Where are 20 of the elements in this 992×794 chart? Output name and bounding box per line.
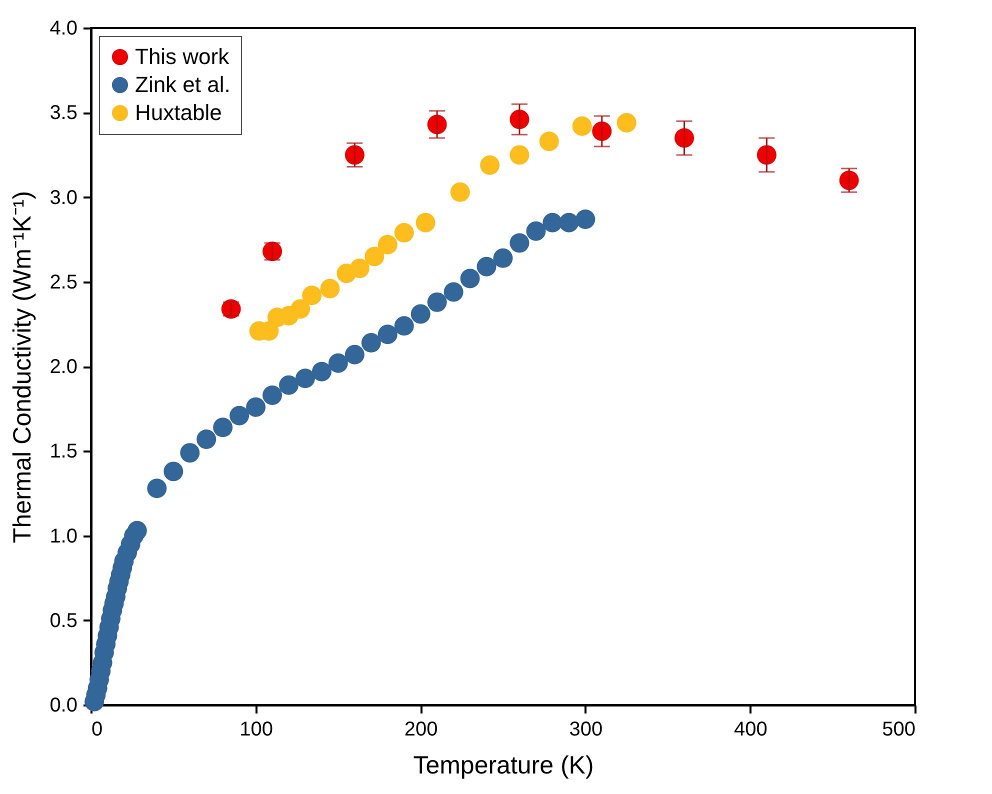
y-tick-label: 2.5	[50, 271, 78, 294]
y-tick-label: 1.0	[50, 525, 78, 548]
y-tick-label: 1.5	[50, 440, 78, 463]
x-tick-label: 400	[734, 718, 768, 740]
x-axis-title: Temperature (K)	[413, 752, 594, 780]
y-tick-label: 4.0	[50, 18, 78, 40]
y-tick-label: 2.0	[50, 356, 78, 378]
legend-label: This work	[135, 44, 230, 69]
x-tick-label: 300	[569, 718, 603, 740]
x-tick-label: 500	[882, 718, 916, 740]
y-tick-label: 0.5	[50, 610, 78, 632]
x-tick-label: 100	[240, 718, 273, 740]
legend-label: Huxtable	[135, 100, 222, 125]
x-tick-label: 0	[92, 718, 103, 740]
y-axis-title: Thermal Conductivity (Wm⁻¹K⁻¹)	[8, 190, 37, 544]
y-tick-label: 3.5	[50, 102, 78, 124]
y-tick-label: 3.0	[50, 186, 78, 209]
y-tick-label: 0.0	[50, 694, 78, 716]
x-tick-label: 200	[404, 718, 438, 740]
legend-label: Zink et al.	[135, 72, 230, 97]
